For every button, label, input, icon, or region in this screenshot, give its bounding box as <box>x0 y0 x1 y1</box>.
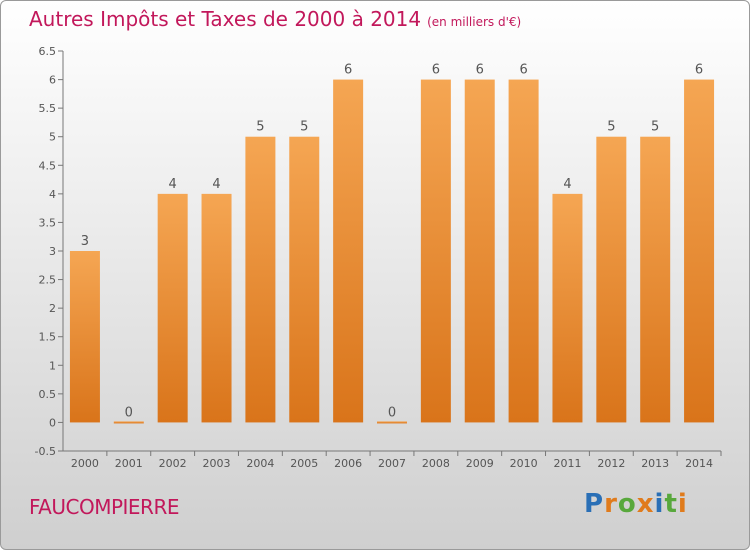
data-label: 5 <box>256 120 264 135</box>
x-tick-label: 2014 <box>685 457 713 470</box>
y-tick-label: 0 <box>49 416 56 429</box>
y-tick-label: 1.5 <box>39 331 57 344</box>
y-tick-label: 0.5 <box>39 388 57 401</box>
bar-2001 <box>113 421 144 424</box>
chart-title: Autres Impôts et Taxes de 2000 à 2014 (en… <box>29 7 521 31</box>
bar-2002 <box>157 193 188 423</box>
x-tick-label: 2013 <box>641 457 669 470</box>
brand-logo-letter: i <box>677 489 688 519</box>
x-tick-label: 2004 <box>246 457 274 470</box>
data-label: 6 <box>695 63 703 78</box>
data-label: 6 <box>476 63 484 78</box>
y-tick-label: 4 <box>49 188 56 201</box>
data-label: 0 <box>125 405 133 420</box>
bar-2005 <box>289 136 320 423</box>
y-tick-label: 2.5 <box>39 274 57 287</box>
brand-logo-letter: P <box>584 489 605 519</box>
x-tick-label: 2005 <box>290 457 318 470</box>
y-tick-label: 1 <box>49 359 56 372</box>
y-tick-label: 3.5 <box>39 216 57 229</box>
bar-2012 <box>596 136 627 423</box>
data-label: 6 <box>344 63 352 78</box>
y-tick-label: 6 <box>49 74 56 87</box>
bar-2003 <box>201 193 232 423</box>
brand-logo-letter: o <box>617 489 637 519</box>
brand-logo-letter: i <box>654 489 665 519</box>
x-tick-label: 2010 <box>510 457 538 470</box>
data-label: 4 <box>212 177 220 192</box>
x-tick-label: 2011 <box>553 457 581 470</box>
y-tick-label: 2 <box>49 302 56 315</box>
data-label: 6 <box>519 63 527 78</box>
x-tick-label: 2006 <box>334 457 362 470</box>
bar-2010 <box>508 79 539 423</box>
brand-logo-letter: t <box>664 489 678 519</box>
bar-2008 <box>420 79 451 423</box>
data-label: 4 <box>563 177 571 192</box>
bar-2011 <box>552 193 583 423</box>
chart-title-text: Autres Impôts et Taxes de 2000 à 2014 <box>29 7 422 31</box>
commune-name: FAUCOMPIERRE <box>29 495 179 519</box>
y-tick-label: 3 <box>49 245 56 258</box>
data-label: 0 <box>388 405 396 420</box>
x-tick-label: 2007 <box>378 457 406 470</box>
data-label: 3 <box>81 234 89 249</box>
bar-2004 <box>245 136 276 423</box>
brand-logo: Proxiti <box>584 489 688 519</box>
x-tick-label: 2012 <box>597 457 625 470</box>
data-label: 6 <box>432 63 440 78</box>
y-tick-label: -0.5 <box>35 445 56 458</box>
chart-subtitle: (en milliers d'€) <box>427 15 522 29</box>
x-tick-label: 2001 <box>115 457 143 470</box>
data-label: 4 <box>169 177 177 192</box>
bar-2009 <box>464 79 495 423</box>
bar-2014 <box>684 79 715 423</box>
brand-logo-letter: r <box>604 489 618 519</box>
bar-2013 <box>640 136 671 423</box>
y-tick-label: 6.5 <box>39 45 57 58</box>
y-tick-label: 5 <box>49 131 56 144</box>
brand-logo-letter: x <box>636 489 655 519</box>
bar-2007 <box>377 421 407 424</box>
y-tick-label: 4.5 <box>39 159 57 172</box>
x-tick-label: 2000 <box>71 457 99 470</box>
data-label: 5 <box>651 120 659 135</box>
bar-2006 <box>333 79 364 423</box>
data-label: 5 <box>300 120 308 135</box>
bar-2000 <box>69 251 100 423</box>
x-tick-label: 2002 <box>159 457 187 470</box>
y-tick-label: 5.5 <box>39 102 57 115</box>
x-tick-label: 2008 <box>422 457 450 470</box>
data-label: 5 <box>607 120 615 135</box>
x-tick-label: 2003 <box>203 457 231 470</box>
x-tick-label: 2009 <box>466 457 494 470</box>
